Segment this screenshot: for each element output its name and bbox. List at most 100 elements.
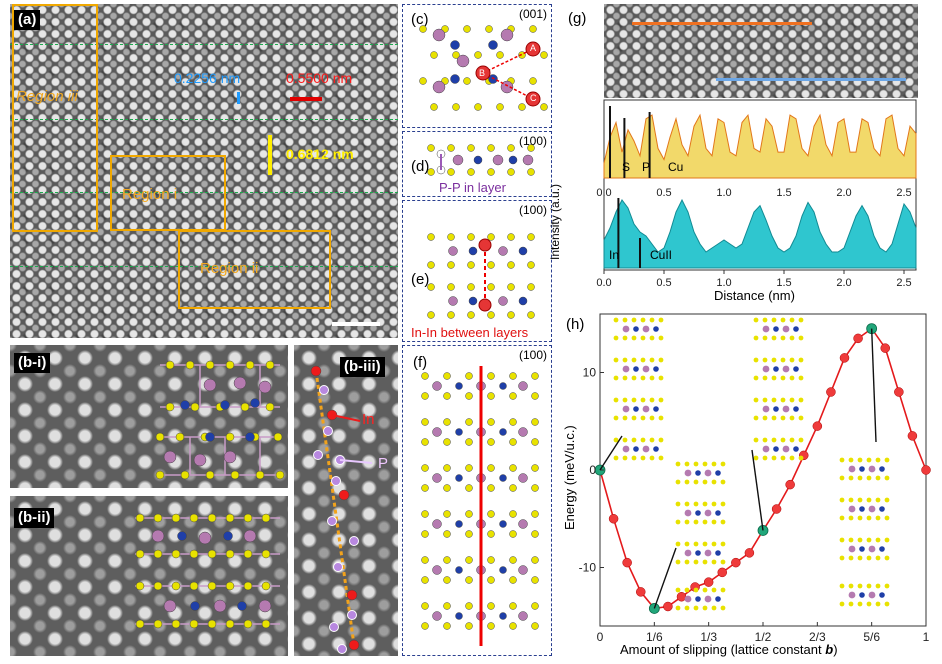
- s-atom: [531, 622, 539, 630]
- s-atom: [848, 457, 854, 463]
- s-atom: [421, 556, 429, 564]
- s-atom: [658, 317, 664, 323]
- s-atom: [463, 25, 471, 33]
- s-atom: [613, 317, 619, 323]
- s-atom: [640, 415, 646, 421]
- cu-atom: [473, 155, 483, 165]
- in-atom: [684, 469, 692, 477]
- s-atom: [531, 510, 539, 518]
- panel-e-caption: In-In between layers: [411, 325, 529, 340]
- s-atom: [230, 470, 240, 480]
- s-atom: [180, 470, 190, 480]
- s-atom: [507, 233, 515, 241]
- p-pointer-arrow: [339, 459, 373, 464]
- cu-atom: [455, 566, 463, 574]
- panel-e: (e) (100) In-In between layers: [402, 200, 552, 342]
- panel-g-ylabel: Intensity (a.u.): [548, 183, 562, 260]
- s-atom: [702, 519, 708, 525]
- site-circle: [475, 65, 491, 81]
- s-atom: [622, 335, 628, 341]
- s-atom: [771, 397, 777, 403]
- panel-b-i-label: (b-i): [14, 353, 51, 373]
- s-atom: [275, 470, 285, 480]
- s-atom: [531, 418, 539, 426]
- in-atom: [762, 445, 770, 453]
- cu-atom: [715, 596, 721, 602]
- cu-atom: [773, 446, 779, 452]
- s-atom: [789, 317, 795, 323]
- energy-point: [731, 557, 741, 568]
- s-atom: [875, 601, 881, 607]
- s-atom: [875, 583, 881, 589]
- s-atom: [171, 513, 181, 523]
- panel-c-label: (c): [411, 11, 429, 28]
- s-atom: [421, 622, 429, 630]
- cu-atom: [455, 474, 463, 482]
- s-atom: [427, 233, 435, 241]
- s-atom: [487, 438, 495, 446]
- s-atom: [447, 283, 455, 291]
- in-atom: [518, 473, 528, 483]
- s-atom: [839, 457, 845, 463]
- in-atom: [704, 595, 712, 603]
- s-atom: [658, 357, 664, 363]
- s-atom: [531, 438, 539, 446]
- s-atom: [857, 475, 863, 481]
- s-atom: [789, 335, 795, 341]
- panel-d-zone: (100): [518, 134, 547, 148]
- panel-h-xlabel-suffix: ): [833, 642, 838, 657]
- cu-atom: [499, 566, 507, 574]
- energy-point: [703, 577, 714, 587]
- in-atom: [233, 376, 247, 390]
- s-atom: [527, 144, 535, 152]
- s-atom: [762, 437, 768, 443]
- in-atom: [762, 325, 770, 333]
- s-atom: [509, 576, 517, 584]
- structure-inset: [613, 317, 664, 341]
- p-atom: [319, 385, 329, 395]
- s-atom: [798, 455, 804, 461]
- cu-atom: [773, 366, 779, 372]
- s-atom: [452, 103, 460, 111]
- in-atom: [868, 465, 876, 473]
- lattice-a-label: 0.2256 nm: [174, 70, 241, 86]
- panel-d-caption: P-P in layer: [439, 180, 506, 195]
- panel-g-stem-image: [604, 4, 918, 98]
- inset-pointer-arrow: [653, 547, 677, 609]
- cu-atom: [633, 406, 639, 412]
- in-atom: [848, 545, 856, 553]
- s-atom: [171, 619, 181, 629]
- s-atom: [857, 515, 863, 521]
- in-atom: [522, 154, 534, 166]
- s-atom: [487, 622, 495, 630]
- lattice-c-label: 0.6812 nm: [286, 146, 354, 162]
- region-i-box: [110, 155, 226, 231]
- s-atom: [155, 470, 165, 480]
- layer-guide-line: [10, 119, 398, 120]
- in-atom: [258, 599, 272, 613]
- s-atom: [753, 415, 759, 421]
- s-atom: [205, 470, 215, 480]
- s-atom: [780, 357, 786, 363]
- s-atom: [419, 77, 427, 85]
- s-atom: [165, 360, 175, 370]
- energy-point: [771, 504, 782, 514]
- in-atom: [448, 296, 458, 306]
- s-atom: [509, 418, 517, 426]
- s-atom: [467, 233, 475, 241]
- in-atom: [518, 427, 528, 437]
- in-atom: [868, 591, 876, 599]
- x-tick-label-upper: 2.0: [836, 187, 851, 199]
- structure-inset: [675, 587, 726, 611]
- energy-point: [622, 557, 632, 568]
- region-ii-box: [178, 230, 331, 309]
- panel-c-zone: (001): [518, 7, 547, 21]
- s-atom: [507, 168, 515, 176]
- s-atom: [421, 484, 429, 492]
- in-atom: [432, 519, 442, 529]
- s-atom: [711, 501, 717, 507]
- in-site-circle: [478, 298, 492, 312]
- s-atom: [866, 515, 872, 521]
- s-atom: [487, 233, 495, 241]
- s-atom: [771, 375, 777, 381]
